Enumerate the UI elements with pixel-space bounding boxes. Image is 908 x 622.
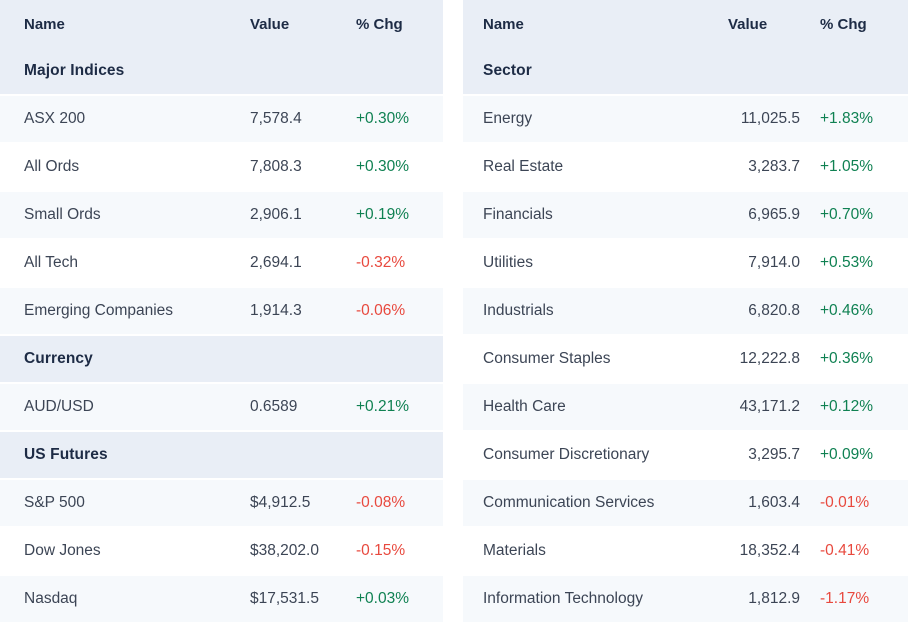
row-value: 3,295.7 xyxy=(748,446,800,463)
row-name: Health Care xyxy=(483,398,566,415)
section-title: Currency xyxy=(24,350,93,367)
table-row: All Tech 2,694.1 -0.32% xyxy=(0,240,443,288)
table-row: Real Estate 3,283.7 +1.05% xyxy=(463,144,908,192)
section-row: Sector xyxy=(463,48,908,96)
table-row: AUD/USD 0.6589 +0.21% xyxy=(0,384,443,432)
row-name: Nasdaq xyxy=(24,590,78,607)
row-name: Emerging Companies xyxy=(24,302,174,319)
row-change: +0.36% xyxy=(820,350,874,367)
table-row: S&P 500 $4,912.5 -0.08% xyxy=(0,480,443,528)
row-change: +0.70% xyxy=(820,206,874,223)
column-header-value: Value xyxy=(250,15,290,33)
row-change: -0.41% xyxy=(820,542,870,559)
table-row: Utilities 7,914.0 +0.53% xyxy=(463,240,908,288)
row-change: +0.19% xyxy=(356,206,410,223)
column-header-name: Name xyxy=(24,15,65,33)
row-change: -0.06% xyxy=(356,302,406,319)
row-name: Small Ords xyxy=(24,206,101,223)
row-name: Materials xyxy=(483,542,546,559)
row-name: Financials xyxy=(483,206,553,223)
row-name: Real Estate xyxy=(483,158,564,175)
row-name: Consumer Staples xyxy=(483,350,611,367)
table-row: Consumer Staples 12,222.8 +0.36% xyxy=(463,336,908,384)
row-value: 11,025.5 xyxy=(740,110,800,127)
section-row: Currency xyxy=(0,336,443,384)
row-value: 6,965.9 xyxy=(748,206,800,223)
row-change: +0.30% xyxy=(356,110,410,127)
table-row: Financials 6,965.9 +0.70% xyxy=(463,192,908,240)
table-row: Nasdaq $17,531.5 +0.03% xyxy=(0,576,443,622)
table-row: Materials 18,352.4 -0.41% xyxy=(463,528,908,576)
row-value: 0.6589 xyxy=(250,398,298,415)
row-change: -0.32% xyxy=(356,254,406,271)
row-value: 18,352.4 xyxy=(739,542,800,559)
row-name: Information Technology xyxy=(483,590,643,607)
column-header-row: Name Value % Chg xyxy=(463,0,908,48)
row-change: -1.17% xyxy=(820,590,870,607)
row-change: -0.08% xyxy=(356,494,406,511)
table-row: Health Care 43,171.2 +0.12% xyxy=(463,384,908,432)
row-name: All Tech xyxy=(24,254,78,271)
table-row: Energy 11,025.5 +1.83% xyxy=(463,96,908,144)
row-value: $38,202.0 xyxy=(250,542,319,559)
row-value: 6,820.8 xyxy=(748,302,800,319)
row-value: 1,812.9 xyxy=(748,590,800,607)
row-value: 43,171.2 xyxy=(739,398,800,415)
section-row: Major Indices xyxy=(0,48,443,96)
row-change: +0.21% xyxy=(356,398,410,415)
row-change: +0.30% xyxy=(356,158,410,175)
row-name: Energy xyxy=(483,110,533,127)
section-row: US Futures xyxy=(0,432,443,480)
table-row: Dow Jones $38,202.0 -0.15% xyxy=(0,528,443,576)
row-value: 7,914.0 xyxy=(748,254,800,271)
section-title: US Futures xyxy=(24,446,108,463)
row-value: 7,578.4 xyxy=(250,110,302,127)
indices-table: Name Value % Chg Major Indices ASX 200 7… xyxy=(0,0,443,622)
table-row: Emerging Companies 1,914.3 -0.06% xyxy=(0,288,443,336)
row-value: $17,531.5 xyxy=(250,590,319,607)
column-header-chg: % Chg xyxy=(820,15,867,33)
row-change: +0.09% xyxy=(820,446,874,463)
row-name: S&P 500 xyxy=(24,494,85,511)
row-name: Utilities xyxy=(483,254,533,271)
table-row: Small Ords 2,906.1 +0.19% xyxy=(0,192,443,240)
table-row: Communication Services 1,603.4 -0.01% xyxy=(463,480,908,528)
row-value: 1,603.4 xyxy=(748,494,800,511)
row-change: -0.15% xyxy=(356,542,406,559)
row-value: 3,283.7 xyxy=(748,158,800,175)
row-value: 2,906.1 xyxy=(250,206,302,223)
table-row: Industrials 6,820.8 +0.46% xyxy=(463,288,908,336)
table-row: Consumer Discretionary 3,295.7 +0.09% xyxy=(463,432,908,480)
row-value: $4,912.5 xyxy=(250,494,311,511)
row-change: +0.53% xyxy=(820,254,874,271)
row-change: +1.83% xyxy=(820,110,874,127)
column-header-value: Value xyxy=(728,15,768,33)
row-name: ASX 200 xyxy=(24,110,86,127)
row-name: AUD/USD xyxy=(24,398,94,415)
section-title: Major Indices xyxy=(24,62,125,79)
row-name: Communication Services xyxy=(483,494,655,511)
row-change: -0.01% xyxy=(820,494,870,511)
row-value: 1,914.3 xyxy=(250,302,302,319)
row-value: 7,808.3 xyxy=(250,158,302,175)
row-change: +0.03% xyxy=(356,590,410,607)
column-header-name: Name xyxy=(483,15,524,33)
row-change: +0.46% xyxy=(820,302,874,319)
row-value: 2,694.1 xyxy=(250,254,302,271)
row-change: +0.12% xyxy=(820,398,874,415)
section-title: Sector xyxy=(483,62,532,79)
row-name: All Ords xyxy=(24,158,80,175)
table-row: All Ords 7,808.3 +0.30% xyxy=(0,144,443,192)
row-change: +1.05% xyxy=(820,158,874,175)
row-name: Industrials xyxy=(483,302,554,319)
column-header-row: Name Value % Chg xyxy=(0,0,443,48)
table-row: Information Technology 1,812.9 -1.17% xyxy=(463,576,908,622)
row-name: Consumer Discretionary xyxy=(483,446,650,463)
row-name: Dow Jones xyxy=(24,542,101,559)
row-value: 12,222.8 xyxy=(739,350,800,367)
sectors-table: Name Value % Chg Sector Energy 11,025.5 … xyxy=(463,0,908,622)
table-row: ASX 200 7,578.4 +0.30% xyxy=(0,96,443,144)
column-header-chg: % Chg xyxy=(356,15,403,33)
